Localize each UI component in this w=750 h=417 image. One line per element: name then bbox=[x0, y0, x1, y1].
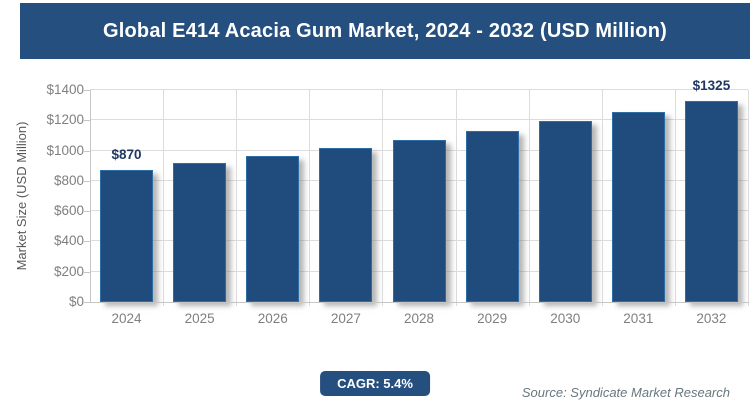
bar-2026 bbox=[246, 155, 300, 302]
x-tick-label-2026: 2026 bbox=[257, 311, 288, 326]
gridline-horizontal bbox=[90, 119, 748, 121]
gridline-vertical bbox=[528, 90, 530, 306]
y-tick-mark bbox=[84, 271, 90, 273]
x-tick-label-2029: 2029 bbox=[477, 311, 508, 326]
bar-2028 bbox=[392, 139, 446, 302]
y-tick-mark bbox=[84, 302, 90, 303]
x-tick-label-2025: 2025 bbox=[184, 311, 215, 326]
bar-2032 bbox=[684, 101, 738, 302]
y-tick-mark bbox=[84, 241, 90, 243]
gridline-vertical bbox=[455, 90, 457, 306]
bar-2027 bbox=[319, 147, 373, 302]
bar-2029 bbox=[465, 130, 519, 302]
gridline-vertical bbox=[163, 90, 165, 306]
y-tick-label: $800 bbox=[53, 172, 84, 188]
x-tick-label-2027: 2027 bbox=[330, 311, 361, 326]
x-axis-line bbox=[88, 302, 749, 303]
chart-title: Global E414 Acacia Gum Market, 2024 - 20… bbox=[103, 19, 667, 42]
y-tick-label: $600 bbox=[53, 203, 84, 219]
x-tick-label-2032: 2032 bbox=[696, 311, 727, 326]
y-axis-line bbox=[90, 90, 91, 303]
y-tick-label: $0 bbox=[68, 294, 84, 309]
x-tick-label-2031: 2031 bbox=[623, 311, 654, 326]
y-tick-mark bbox=[84, 150, 90, 152]
cagr-badge: CAGR: 5.4% bbox=[320, 371, 430, 396]
gridline-vertical bbox=[674, 90, 676, 306]
x-tick-label-2028: 2028 bbox=[403, 311, 435, 326]
y-tick-mark bbox=[84, 120, 90, 122]
gridline-vertical bbox=[309, 90, 311, 306]
gridline-horizontal bbox=[90, 89, 748, 90]
x-tick-label-2030: 2030 bbox=[550, 311, 581, 326]
bar-2031 bbox=[611, 111, 665, 302]
x-tick-label-2024: 2024 bbox=[111, 311, 142, 326]
y-tick-label: $200 bbox=[53, 263, 84, 279]
bar-2030 bbox=[538, 121, 592, 302]
gridline-vertical bbox=[601, 90, 603, 306]
source-attribution: Source: Syndicate Market Research bbox=[521, 385, 730, 400]
y-tick-label: $1000 bbox=[46, 142, 84, 158]
y-tick-label: $400 bbox=[53, 233, 84, 249]
bar-2024 bbox=[100, 170, 154, 302]
gridline-vertical bbox=[236, 90, 238, 306]
data-label-2024: $870 bbox=[111, 147, 142, 163]
gridline-vertical bbox=[382, 90, 384, 306]
chart-title-banner: Global E414 Acacia Gum Market, 2024 - 20… bbox=[20, 3, 750, 59]
y-tick-mark bbox=[84, 211, 90, 213]
y-tick-mark bbox=[84, 180, 90, 182]
y-tick-label: $1200 bbox=[46, 112, 84, 128]
y-tick-label: $1400 bbox=[46, 82, 84, 97]
data-label-2032: $1325 bbox=[692, 78, 731, 94]
y-tick-mark bbox=[84, 90, 90, 91]
gridline-vertical bbox=[748, 90, 749, 306]
bar-2025 bbox=[173, 163, 227, 302]
